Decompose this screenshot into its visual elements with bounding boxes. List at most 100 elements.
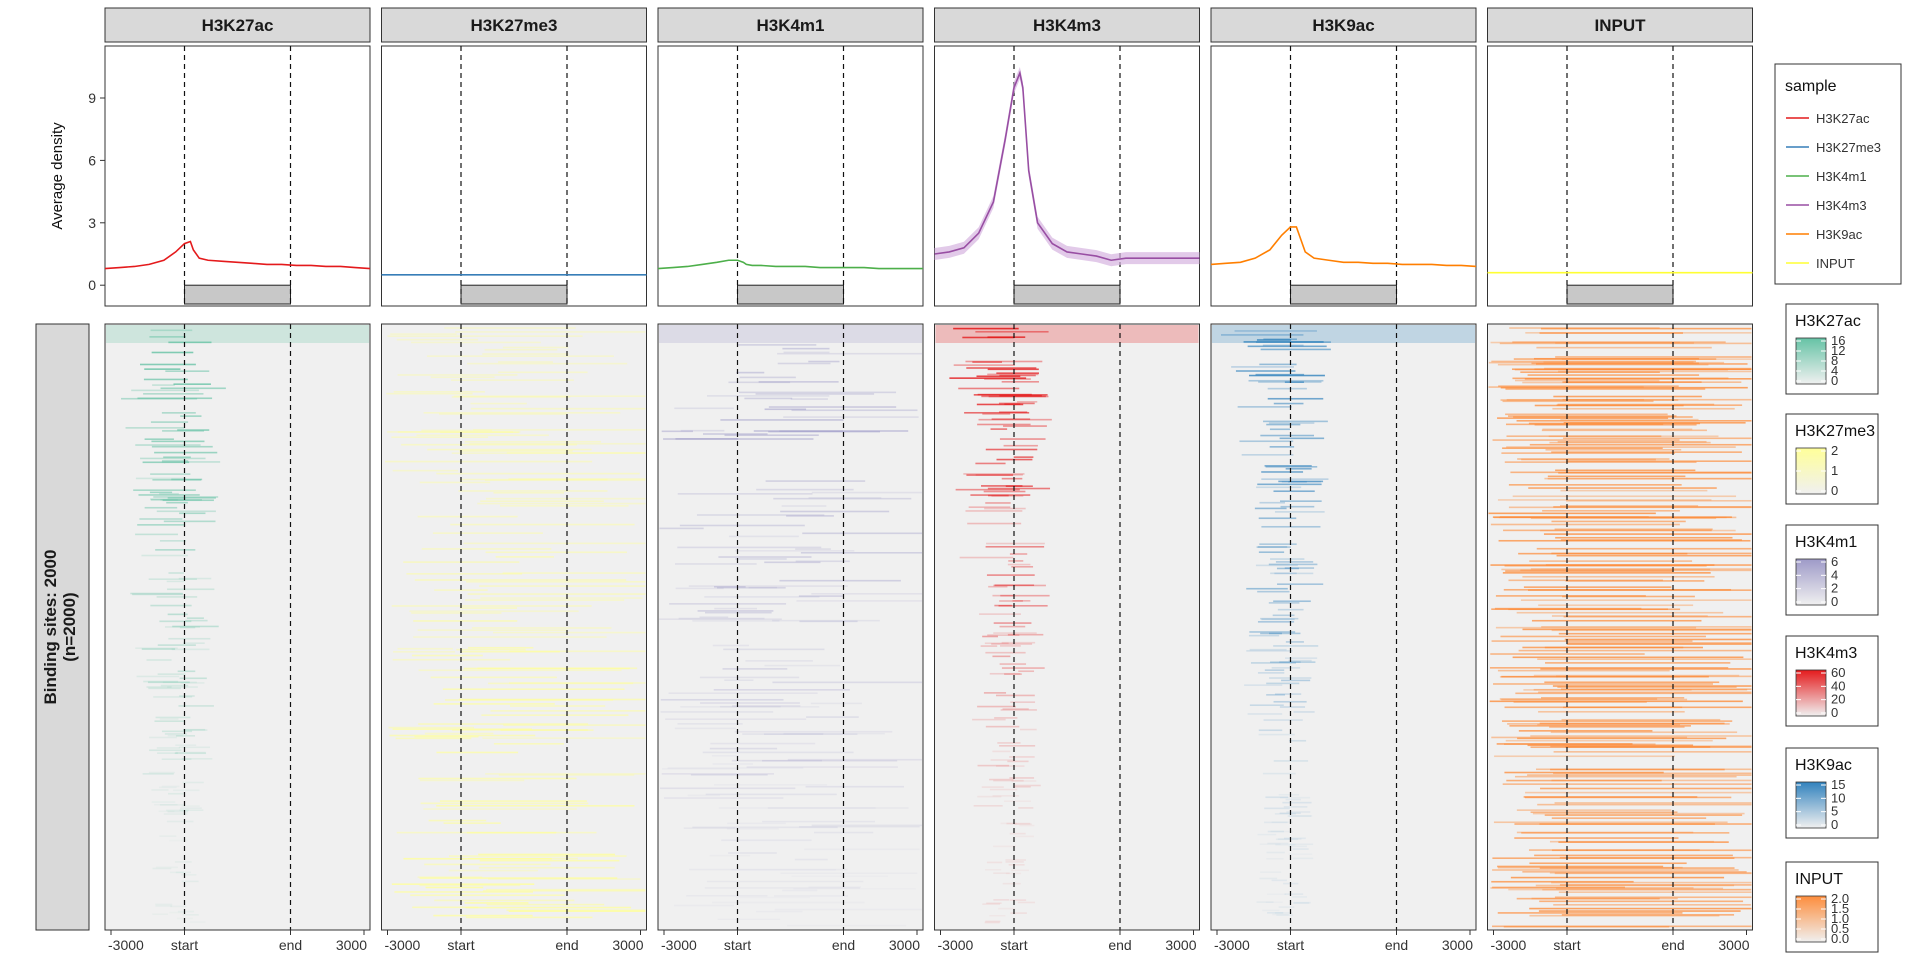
heatmap-row: [970, 494, 1031, 496]
heatmap-row: [1510, 876, 1725, 879]
heatmap-row: [459, 450, 573, 452]
heatmap-row: [1256, 901, 1274, 903]
heatmap-row: [1492, 439, 1680, 441]
y-tick-label: 6: [88, 152, 96, 168]
y-axis-title: Average density: [49, 122, 66, 230]
heatmap-row: [142, 773, 174, 775]
heatmap-row: [1492, 886, 1625, 889]
heatmap-row: [720, 419, 844, 421]
heatmap-row: [453, 395, 646, 398]
heatmap-row: [1508, 484, 1682, 486]
heatmap-row: [798, 825, 920, 828]
heatmap-row: [1007, 563, 1031, 566]
heatmap-row: [758, 381, 839, 383]
heatmap-row: [1503, 529, 1712, 532]
heatmap-row: [162, 499, 214, 502]
heatmap-row: [418, 669, 622, 672]
heatmap-row: [745, 660, 813, 662]
heatmap-row: [780, 510, 890, 513]
heatmap-row: [156, 747, 180, 749]
heatmap-row: [736, 371, 765, 374]
profile-panel: [657, 45, 924, 307]
heatmap-row: [433, 703, 555, 705]
heatmap-row: [999, 438, 1046, 440]
heatmap-row: [783, 351, 830, 354]
heatmap-row: [465, 916, 593, 919]
heatmap-row: [1559, 884, 1752, 886]
heatmap-row: [1550, 768, 1725, 771]
heatmap-row: [993, 899, 1010, 901]
heatmap-row: [139, 363, 196, 366]
heatmap-row: [668, 692, 818, 695]
heatmap-row: [1530, 568, 1752, 570]
heatmap-row: [995, 765, 1025, 767]
heatmap-row: [464, 902, 529, 904]
heatmap-row: [993, 872, 1010, 874]
heatmap-row: [166, 580, 185, 583]
heatmap-row: [1566, 460, 1752, 462]
heatmap-row: [1504, 461, 1697, 463]
heatmap-row: [449, 855, 627, 857]
heatmap-row: [1504, 706, 1683, 709]
heatmap-row: [419, 877, 618, 879]
heatmap-row: [1550, 731, 1738, 734]
heatmap-row: [459, 478, 608, 481]
row-strip-sublabel: (n=2000): [60, 592, 79, 661]
heatmap-row: [1505, 739, 1713, 742]
heatmap-row: [1003, 444, 1038, 447]
heatmap-row: [159, 804, 185, 806]
heatmap-row: [155, 716, 191, 719]
heatmap-row: [1270, 572, 1297, 575]
series-line-h3k4m1: [657, 259, 923, 270]
heatmap-row: [506, 909, 646, 912]
heatmap-row: [1551, 817, 1707, 819]
heatmap-row: [397, 431, 521, 433]
heatmap-lines: [1220, 330, 1331, 916]
heatmap-row: [983, 490, 1026, 493]
heatmap-border: [1210, 323, 1477, 931]
heatmap-row: [1280, 500, 1322, 502]
heatmap-row: [709, 854, 751, 857]
heatmap-row: [1009, 899, 1027, 901]
heatmap-row: [728, 535, 799, 538]
heatmap-row: [1265, 466, 1318, 468]
heatmap-row: [1513, 416, 1693, 418]
heatmap-row: [663, 438, 814, 440]
heatmap-row: [1014, 823, 1032, 825]
heatmap-row: [780, 872, 918, 875]
heatmap-top-band: [1212, 325, 1475, 343]
heatmap-row: [1540, 697, 1685, 699]
heatmap-row: [677, 546, 822, 549]
heatmap-row: [1019, 728, 1037, 731]
heatmap-row: [181, 874, 197, 876]
series-line-h3k4m3: [934, 70, 1200, 262]
heatmap-row: [167, 588, 215, 591]
heatmap-row: [783, 416, 919, 418]
heatmap-row: [1277, 608, 1304, 611]
x-tick-label: start: [447, 937, 474, 953]
heatmap-row: [439, 800, 587, 802]
heatmap-row: [473, 429, 646, 431]
heatmap-row: [988, 395, 1049, 398]
heatmap-row: [1497, 669, 1670, 672]
heatmap-row: [1241, 454, 1294, 456]
heatmap-row: [175, 751, 206, 754]
heatmap-row: [148, 578, 197, 580]
heatmap-row: [413, 636, 607, 638]
heatmap-row: [190, 921, 206, 923]
heatmap-row: [1553, 506, 1752, 508]
heatmap-row: [1018, 670, 1035, 673]
heatmap-row: [1276, 914, 1294, 916]
heatmap-row: [1268, 602, 1300, 604]
heatmap-row: [977, 764, 1010, 767]
heatmap-row: [985, 502, 1011, 504]
heatmap-row: [135, 647, 178, 649]
profile-panel: [934, 45, 1200, 307]
y-tick-label: 9: [88, 90, 96, 106]
heatmap-row: [177, 910, 194, 913]
heatmap-row: [1278, 906, 1295, 908]
heatmap-row: [1293, 902, 1310, 904]
heatmap-row: [486, 903, 605, 906]
heatmap-row: [393, 651, 456, 653]
heatmap-row: [391, 605, 592, 607]
